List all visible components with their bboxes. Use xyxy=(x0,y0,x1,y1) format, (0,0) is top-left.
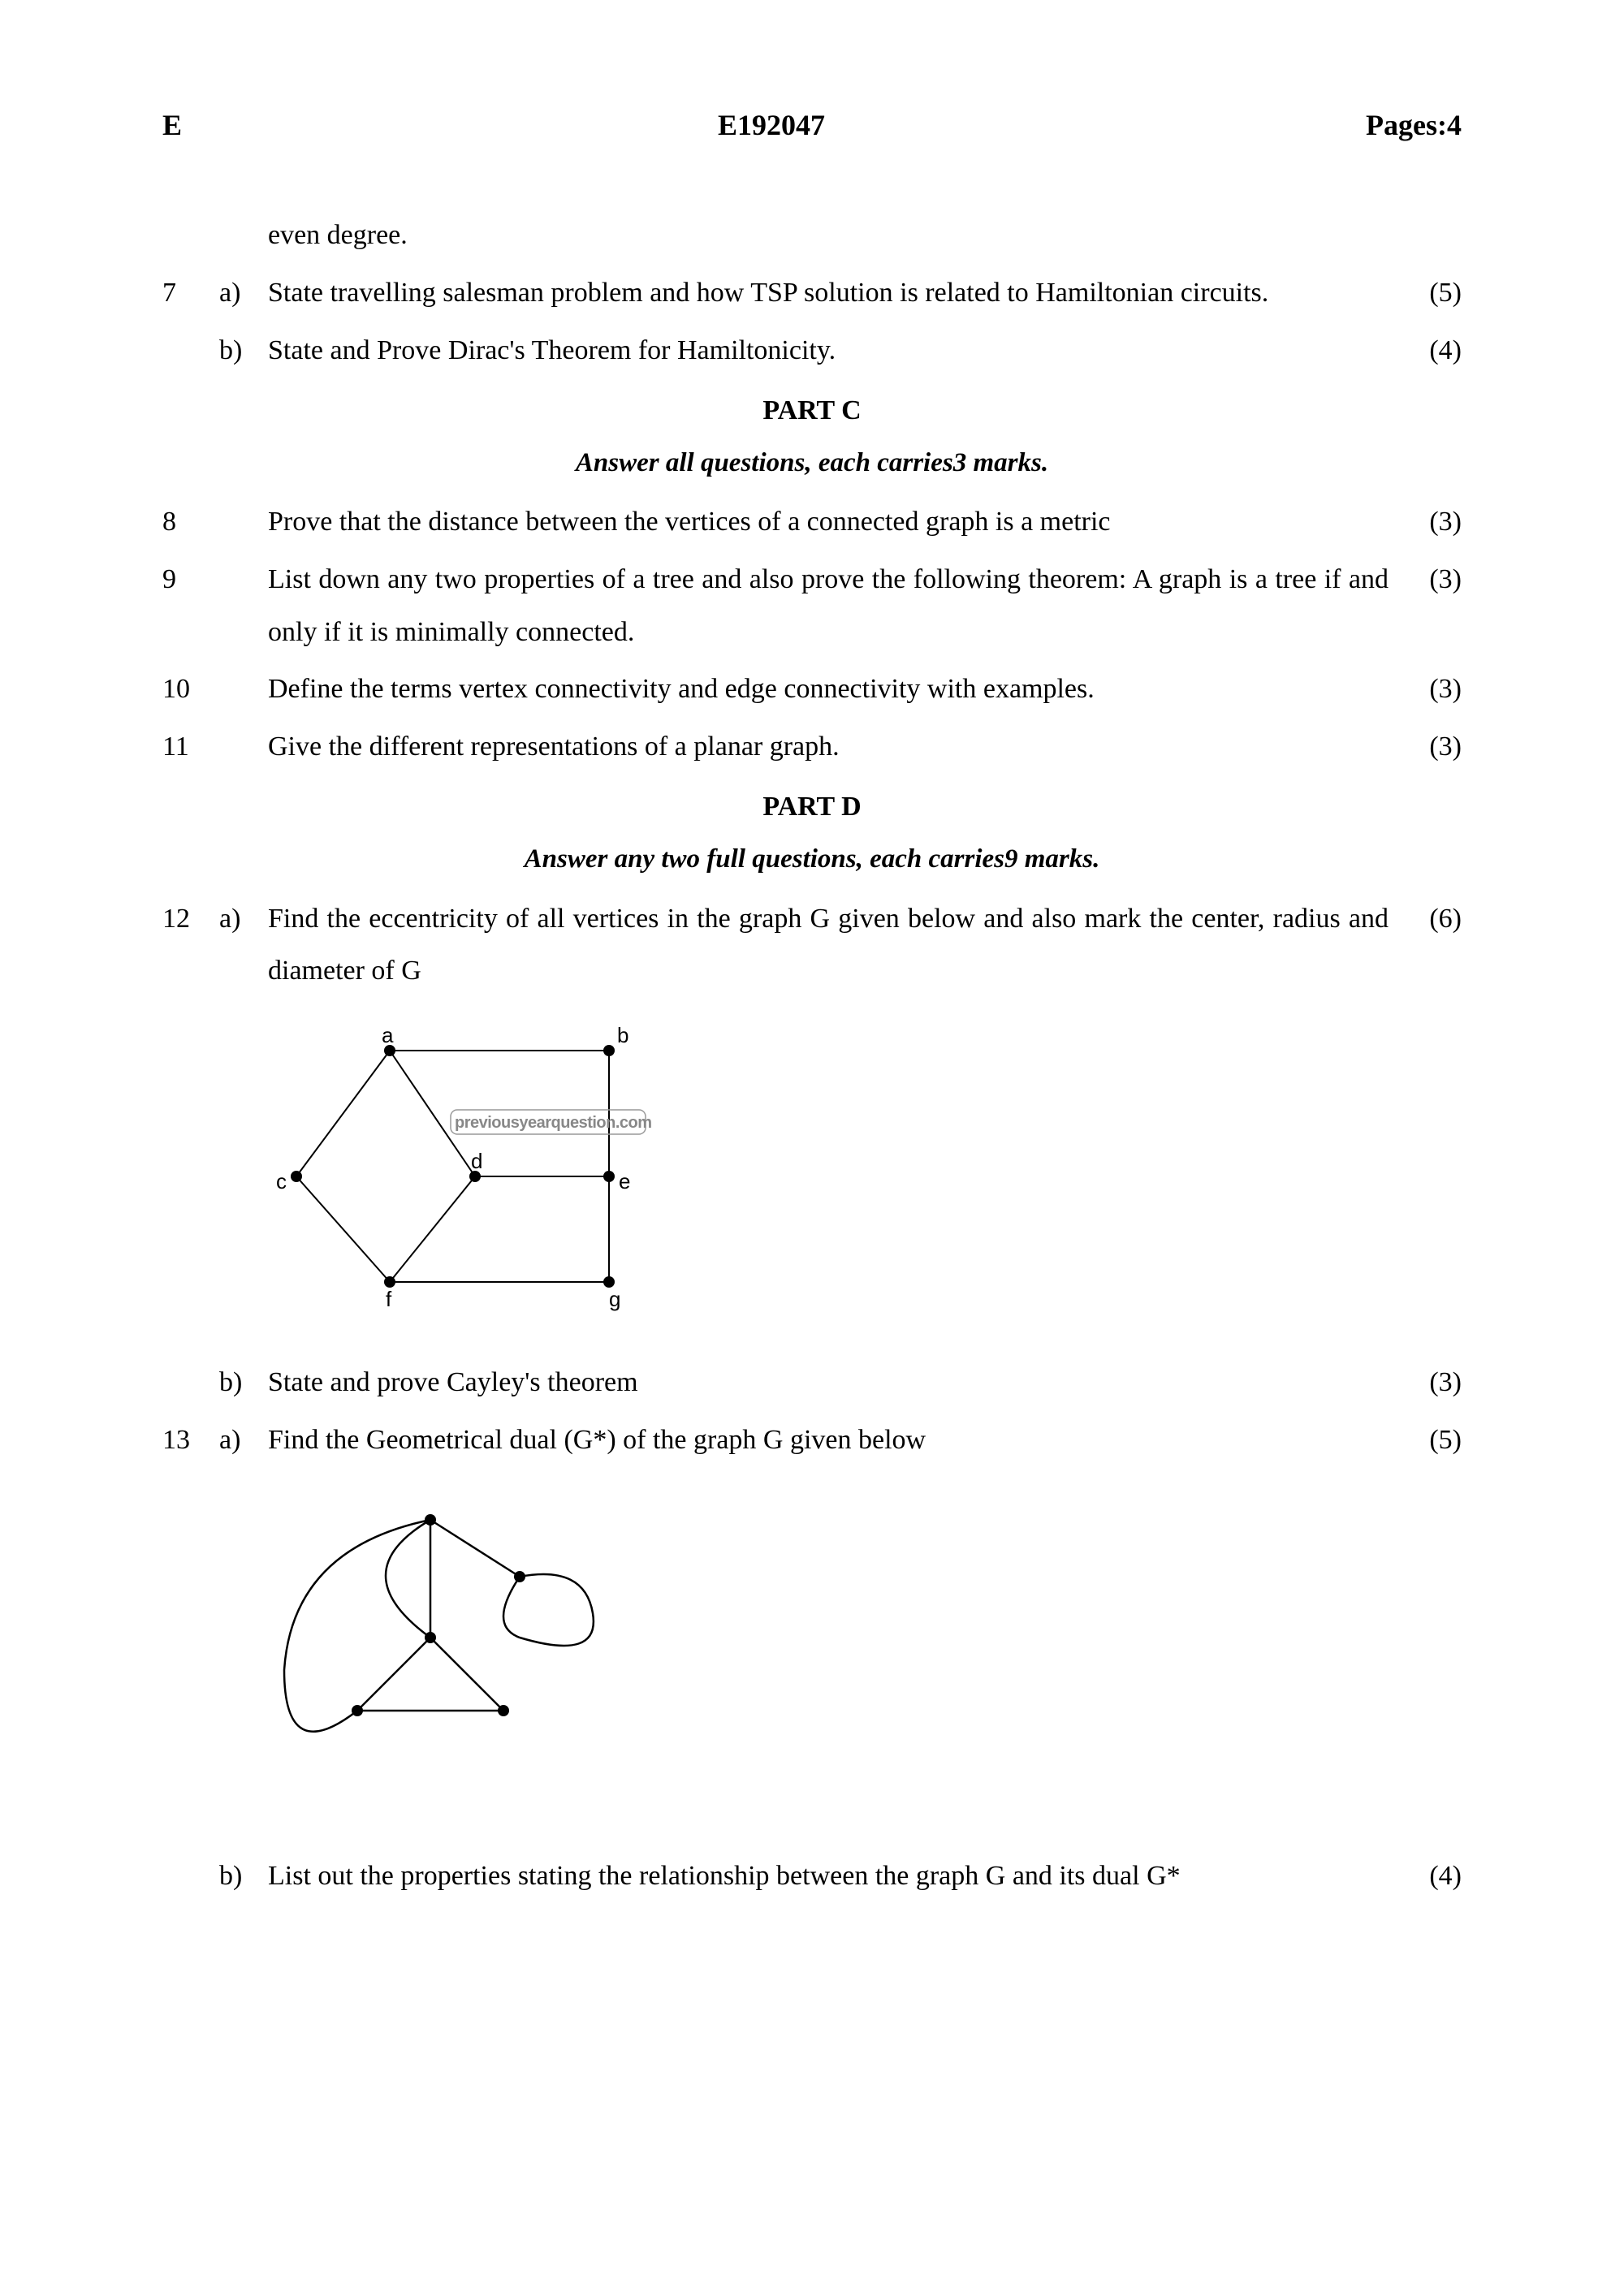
part-d-title: PART D xyxy=(162,781,1462,834)
question-text: State and prove Cayley's theorem xyxy=(268,1357,1405,1409)
question-marks: (5) xyxy=(1405,1414,1462,1467)
header-left: E xyxy=(162,97,227,153)
question-sub: a) xyxy=(219,893,268,946)
question-number: 12 xyxy=(162,893,219,946)
svg-text:d: d xyxy=(471,1149,482,1173)
question-text: List out the properties stating the rela… xyxy=(268,1850,1405,1903)
header-pages: Pages:4 xyxy=(1315,97,1462,153)
question-marks: (3) xyxy=(1405,663,1462,716)
svg-text:b: b xyxy=(617,1023,628,1047)
continuation-row: even degree. xyxy=(162,209,1462,262)
part-d-instruction: Answer any two full questions, each carr… xyxy=(162,834,1462,885)
continuation-text: even degree. xyxy=(268,209,1405,262)
question-sub: a) xyxy=(219,1414,268,1467)
graph-1-diagram: previousyearquestion.com a b c d e f g xyxy=(268,1014,1462,1333)
question-marks: (6) xyxy=(1405,893,1462,946)
question-9: 9 List down any two properties of a tree… xyxy=(162,554,1462,658)
part-c-instruction: Answer all questions, each carries3 mark… xyxy=(162,438,1462,489)
question-12a: 12 a) Find the eccentricity of all verti… xyxy=(162,893,1462,998)
question-13b: b) List out the properties stating the r… xyxy=(162,1850,1462,1903)
question-marks: (3) xyxy=(1405,1357,1462,1409)
graph-2-diagram xyxy=(268,1483,1462,1827)
question-sub: b) xyxy=(219,1850,268,1903)
graph-g-dual xyxy=(268,1483,617,1808)
question-marks: (3) xyxy=(1405,554,1462,606)
question-sub: b) xyxy=(219,325,268,378)
question-sub: a) xyxy=(219,267,268,320)
question-8: 8 Prove that the distance between the ve… xyxy=(162,496,1462,549)
question-text: Prove that the distance between the vert… xyxy=(268,496,1405,549)
question-number: 11 xyxy=(162,721,219,774)
question-marks: (5) xyxy=(1405,267,1462,320)
question-text: List down any two properties of a tree a… xyxy=(268,554,1405,658)
question-number: 9 xyxy=(162,554,219,606)
question-marks: (3) xyxy=(1405,721,1462,774)
graph-g: previousyearquestion.com a b c d e f g xyxy=(268,1014,723,1314)
question-text: State travelling salesman problem and ho… xyxy=(268,267,1405,320)
question-10: 10 Define the terms vertex connectivity … xyxy=(162,663,1462,716)
svg-text:a: a xyxy=(382,1023,394,1047)
question-number: 8 xyxy=(162,496,219,549)
question-11: 11 Give the different representations of… xyxy=(162,721,1462,774)
svg-text:previousyearquestion.com: previousyearquestion.com xyxy=(455,1114,652,1132)
question-text: Give the different representations of a … xyxy=(268,721,1405,774)
part-c-title: PART C xyxy=(162,385,1462,438)
svg-text:f: f xyxy=(386,1287,392,1311)
question-number: 13 xyxy=(162,1414,219,1467)
question-7a: 7 a) State travelling salesman problem a… xyxy=(162,267,1462,320)
question-number: 10 xyxy=(162,663,219,716)
svg-text:e: e xyxy=(619,1169,630,1193)
question-12b: b) State and prove Cayley's theorem (3) xyxy=(162,1357,1462,1409)
question-marks: (4) xyxy=(1405,1850,1462,1903)
question-text: State and Prove Dirac's Theorem for Hami… xyxy=(268,325,1405,378)
question-sub: b) xyxy=(219,1357,268,1409)
page-header: E E192047 Pages:4 xyxy=(162,97,1462,153)
question-number: 7 xyxy=(162,267,219,320)
svg-text:c: c xyxy=(276,1169,287,1193)
question-marks: (4) xyxy=(1405,325,1462,378)
question-text: Find the eccentricity of all vertices in… xyxy=(268,893,1405,998)
question-marks: (3) xyxy=(1405,496,1462,549)
header-code: E192047 xyxy=(227,97,1315,153)
question-text: Define the terms vertex connectivity and… xyxy=(268,663,1405,716)
question-text: Find the Geometrical dual (G*) of the gr… xyxy=(268,1414,1405,1467)
svg-text:g: g xyxy=(609,1287,620,1311)
question-7b: b) State and Prove Dirac's Theorem for H… xyxy=(162,325,1462,378)
question-13a: 13 a) Find the Geometrical dual (G*) of … xyxy=(162,1414,1462,1467)
